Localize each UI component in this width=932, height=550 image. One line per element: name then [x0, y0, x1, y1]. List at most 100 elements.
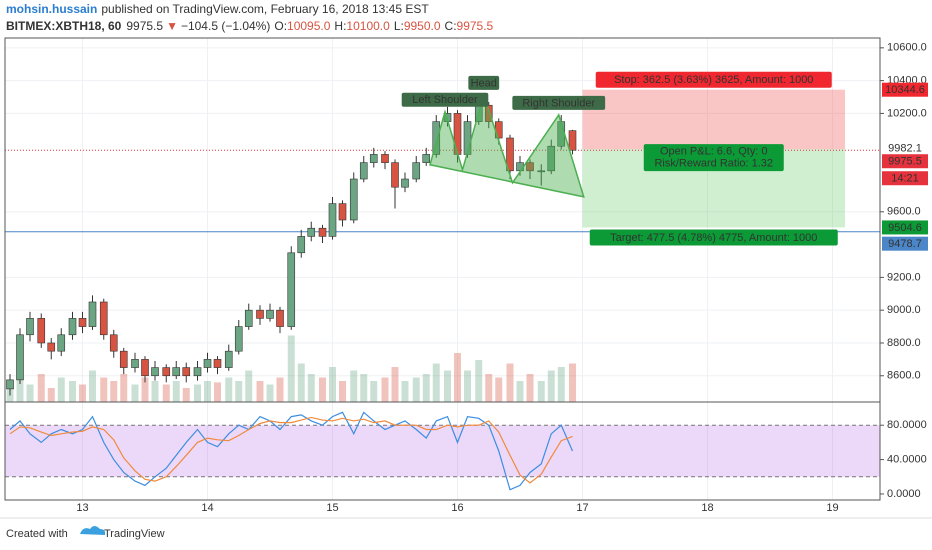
- volume-bar: [526, 374, 534, 402]
- stop-label: Stop: 362.5 (3.63%) 3625, Amount: 1000: [614, 74, 813, 86]
- pattern-label: Right Shoulder: [522, 97, 595, 109]
- volume-bar: [381, 377, 389, 402]
- candle-body: [99, 301, 108, 336]
- volume-bar: [89, 370, 96, 402]
- pattern-label-bg: [468, 75, 500, 90]
- ohlc-value: 9975.5: [457, 19, 494, 33]
- volume-bar: [194, 384, 201, 402]
- volume-bar: [432, 363, 440, 402]
- y-tick-label: 9200.0: [887, 271, 921, 283]
- ohlc-key: O:: [274, 19, 287, 33]
- volume-bar: [266, 384, 274, 402]
- candle-body: [369, 154, 378, 163]
- candle-body: [68, 318, 77, 336]
- volume-bar: [547, 370, 555, 402]
- candle-body: [26, 318, 34, 336]
- stoch-band: [5, 425, 880, 477]
- candle-body: [266, 309, 274, 319]
- volume-bar: [151, 381, 159, 402]
- candle-body: [151, 367, 159, 377]
- x-tick-label: 15: [326, 502, 338, 514]
- volume-bar: [307, 374, 315, 402]
- entry-tag: 9982.1: [888, 143, 922, 155]
- volume-bar: [475, 360, 483, 402]
- symbol: BITMEX:XBTH18, 60: [6, 19, 122, 33]
- x-tick-label: 16: [451, 502, 463, 514]
- candle-body: [37, 318, 46, 344]
- header-line: mohsin.hussain published on TradingView.c…: [6, 2, 429, 16]
- volume-bar: [485, 374, 493, 402]
- footer-brand: TradingView: [104, 528, 165, 540]
- volume-bar: [516, 381, 524, 402]
- y2-tick-label: 0.0000: [887, 488, 921, 500]
- volume-bar: [172, 381, 180, 402]
- volume-bar: [26, 384, 34, 402]
- change: −104.5 (−1.04%): [181, 19, 270, 33]
- symbol-line: BITMEX:XBTH18, 60 9975.5 ▼ −104.5 (−1.04%) O…: [6, 19, 494, 33]
- pattern-label-bg: [401, 92, 489, 107]
- ohlc-key: C:: [445, 19, 457, 33]
- hline-tag: 9478.7: [888, 238, 922, 250]
- arrow: ▼: [166, 19, 178, 33]
- candle-body: [224, 350, 233, 368]
- y-tick-label: 8600.0: [887, 370, 921, 382]
- entry-tag-bg: [882, 141, 928, 156]
- ohlc-key: H:: [334, 19, 346, 33]
- stop-zone: [582, 89, 845, 150]
- target-label: Target: 477.5 (4.78%) 4775, Amount: 1000: [610, 232, 817, 244]
- volume-bar: [495, 377, 503, 402]
- volume-bar: [141, 377, 149, 402]
- candle-body: [16, 334, 24, 381]
- stop-label-bg: [595, 71, 832, 88]
- volume-bar: [182, 388, 190, 402]
- candle-body: [297, 236, 306, 254]
- candle-body: [6, 379, 14, 390]
- candle-body: [547, 145, 556, 172]
- y-tick-label: 10600.0: [887, 42, 927, 54]
- target-tag-bg: [882, 220, 928, 235]
- candle-body: [256, 309, 264, 319]
- candle-body: [141, 359, 149, 377]
- volume-bar: [319, 377, 326, 402]
- volume-bar: [110, 381, 118, 402]
- volume-bar: [454, 353, 461, 402]
- pattern-label: Left Shoulder: [412, 94, 478, 106]
- volume-bar: [204, 381, 211, 402]
- plot: 13 14 15 16 17 18 1910600.010400.010200.09600.…: [5, 38, 928, 514]
- target-label-bg: [589, 229, 838, 246]
- volume-bar: [297, 363, 305, 402]
- y2-tick-label: 80.0000: [887, 419, 927, 431]
- candle-body: [203, 359, 212, 368]
- x-tick-label: 14: [201, 502, 213, 514]
- candle-body: [57, 334, 66, 352]
- stop-tag-bg: [882, 82, 928, 97]
- last: 9975.5: [126, 19, 163, 33]
- volume-bar: [245, 370, 253, 402]
- candle-body: [109, 334, 118, 352]
- stoch-d-line: [9, 416, 573, 484]
- candle-body: [568, 130, 577, 151]
- x-tick-label: 17: [576, 502, 588, 514]
- candle-body: [401, 178, 409, 188]
- candle-body: [412, 162, 421, 180]
- volume-bar: [131, 384, 139, 402]
- volume-bar: [401, 381, 409, 402]
- candle-body: [162, 367, 171, 377]
- volume-bar: [506, 363, 514, 402]
- candle-body: [119, 350, 128, 368]
- candle-body: [484, 104, 493, 122]
- volume-bar: [464, 370, 471, 402]
- candle-body: [349, 178, 358, 221]
- last-price-tag: 9975.5: [888, 156, 922, 168]
- candle-body: [276, 309, 284, 327]
- candle-body: [432, 121, 441, 155]
- y2-tick-label: 40.0000: [887, 454, 927, 466]
- candle-body: [391, 162, 399, 188]
- countdown-tag-bg: [882, 171, 928, 186]
- candle-body: [47, 342, 56, 352]
- author: mohsin.hussain: [6, 2, 97, 16]
- candle-body: [506, 137, 514, 172]
- ohlc-value: 10095.0: [287, 19, 331, 33]
